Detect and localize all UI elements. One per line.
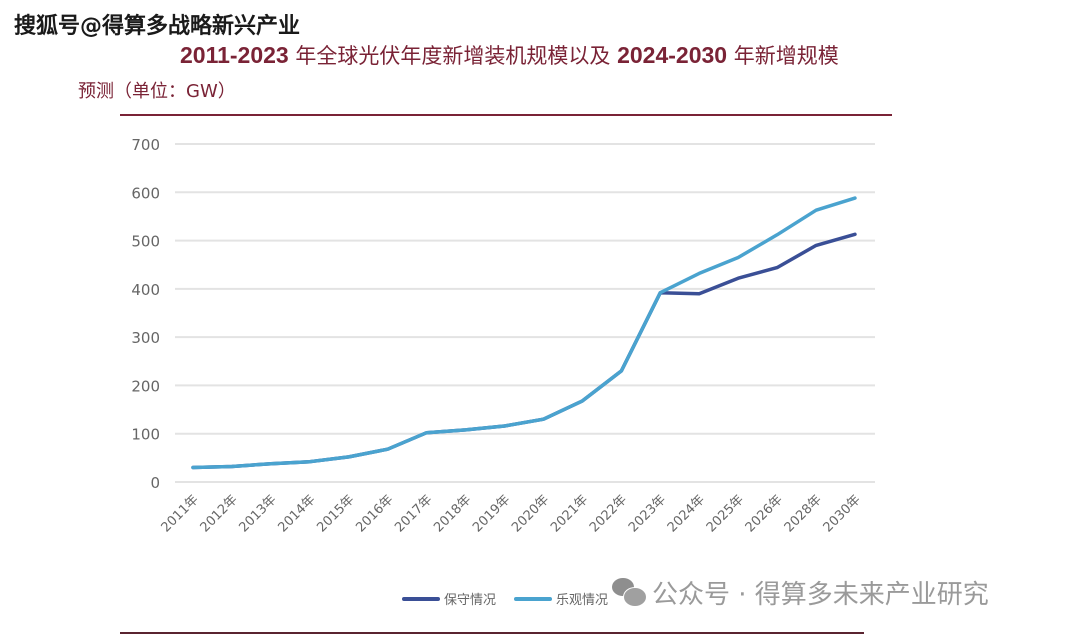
x-tick-label: 2026年 (743, 492, 786, 535)
legend-item-conservative: 保守情况 (402, 589, 496, 608)
x-tick-label: 2012年 (198, 492, 241, 535)
series-lines (191, 196, 857, 470)
legend-swatch-optimistic (514, 596, 553, 601)
y-tick-label: 100 (131, 426, 160, 444)
x-tick-label: 2022年 (587, 492, 630, 535)
chart-title-line2: 预测（单位：GW） (78, 81, 236, 102)
y-tick-label: 500 (131, 233, 160, 251)
series-line-conservative (191, 232, 857, 470)
legend-label-optimistic: 乐观情况 (556, 593, 609, 608)
x-tick-label: 2023年 (626, 492, 669, 535)
x-tick-label: 2011年 (159, 492, 202, 535)
x-tick-label: 2013年 (237, 492, 280, 535)
x-tick-label: 2020年 (509, 492, 552, 535)
wechat-watermark: 公众号 · 得算多未来产业研究 (612, 574, 989, 611)
y-tick-label: 300 (131, 329, 160, 347)
sohu-watermark: 搜狐号@得算多战略新兴产业 (14, 14, 301, 39)
y-tick-label: 400 (131, 281, 160, 299)
legend-swatch-conservative (402, 596, 440, 601)
x-tick-label: 2016年 (353, 492, 396, 535)
wechat-icon (612, 577, 647, 608)
legend-item-optimistic: 乐观情况 (514, 589, 608, 608)
x-tick-label: 2030年 (821, 492, 864, 535)
title-year-range-1: 2011-2023 (180, 42, 289, 68)
x-tick-label: 2024年 (665, 492, 708, 535)
y-tick-label: 0 (150, 474, 160, 492)
x-tick-label: 2021年 (548, 492, 591, 535)
title-text-1: 年全球光伏年度新增装机规模以及 (288, 44, 618, 68)
x-tick-label: 2028年 (782, 492, 825, 535)
chart-title-line1: 2011-2023 年全球光伏年度新增装机规模以及 2024-2030 年新增规… (180, 40, 839, 70)
wechat-watermark-text: 公众号 · 得算多未来产业研究 (652, 580, 989, 610)
title-year-range-2: 2024-2030 (617, 42, 728, 68)
x-tick-label: 2015年 (314, 492, 357, 535)
gridlines (175, 143, 875, 483)
x-tick-label: 2014年 (275, 492, 318, 535)
x-axis-ticks: 2011年2012年2013年2014年2015年2016年2017年2018年… (159, 492, 864, 535)
x-tick-label: 2018年 (431, 492, 474, 535)
x-tick-label: 2017年 (392, 492, 435, 535)
y-tick-label: 700 (131, 136, 160, 154)
title-divider (120, 114, 892, 116)
title-text-2: 年新增规模 (727, 44, 839, 68)
x-tick-label: 2019年 (470, 492, 513, 535)
legend: 保守情况 乐观情况 (402, 589, 608, 608)
y-tick-label: 600 (131, 184, 160, 202)
y-axis-ticks: 0 100 200 300 400 500 600 700 (131, 136, 160, 492)
series-line-optimistic (191, 196, 857, 470)
y-tick-label: 200 (131, 377, 160, 395)
legend-label-conservative: 保守情况 (444, 593, 497, 608)
bottom-divider (120, 632, 864, 634)
x-tick-label: 2025年 (704, 492, 747, 535)
